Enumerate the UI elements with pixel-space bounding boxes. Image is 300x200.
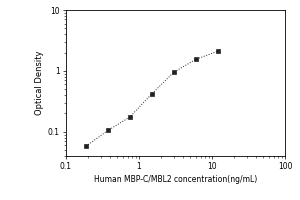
X-axis label: Human MBP-C/MBL2 concentration(ng/mL): Human MBP-C/MBL2 concentration(ng/mL) [94, 175, 257, 184]
Y-axis label: Optical Density: Optical Density [34, 51, 43, 115]
